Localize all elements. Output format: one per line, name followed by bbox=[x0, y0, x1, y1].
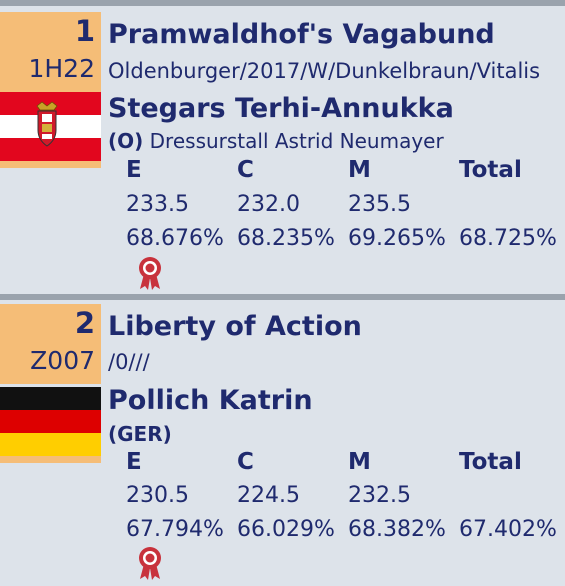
column-header-c: C bbox=[237, 157, 254, 183]
score-m: 235.5 bbox=[348, 192, 411, 217]
percent-total: 68.725% bbox=[459, 226, 557, 251]
percent-c: 66.029% bbox=[237, 517, 335, 542]
percent-m: 69.265% bbox=[348, 226, 446, 251]
percent-e: 67.794% bbox=[126, 517, 224, 542]
percent-e: 68.676% bbox=[126, 226, 224, 251]
column-header-e: E bbox=[126, 449, 142, 475]
top-divider bbox=[0, 0, 565, 6]
percent-total: 67.402% bbox=[459, 517, 557, 542]
column-header-total: Total bbox=[459, 449, 522, 475]
club-code: (GER) bbox=[108, 422, 172, 446]
horse-name[interactable]: Pramwaldhof's Vagabund bbox=[108, 19, 495, 50]
horse-info: /0/// bbox=[108, 350, 150, 374]
column-header-m: M bbox=[348, 157, 371, 183]
flag-underline bbox=[0, 161, 101, 168]
rosette-icon bbox=[139, 547, 161, 580]
club-code: (O) bbox=[108, 129, 144, 153]
rank-box: 1 1H22 bbox=[0, 12, 101, 92]
horse-id: Z007 bbox=[30, 346, 95, 375]
score-e: 233.5 bbox=[126, 192, 189, 217]
column-header-total: Total bbox=[459, 157, 522, 183]
score-c: 232.0 bbox=[237, 192, 300, 217]
rank-number: 2 bbox=[74, 306, 95, 340]
horse-info: Oldenburger/2017/W/Dunkelbraun/Vitalis bbox=[108, 59, 541, 83]
column-header-e: E bbox=[126, 157, 142, 183]
horse-id: 1H22 bbox=[28, 54, 95, 83]
rider-name[interactable]: Pollich Katrin bbox=[108, 385, 313, 416]
score-c: 224.5 bbox=[237, 483, 300, 508]
rank-number: 1 bbox=[74, 14, 95, 48]
club-info: (O) Dressurstall Astrid Neumayer bbox=[108, 129, 444, 153]
rank-box: 2 Z007 bbox=[0, 304, 101, 384]
percent-m: 68.382% bbox=[348, 517, 446, 542]
club-name: Dressurstall Astrid Neumayer bbox=[149, 129, 444, 153]
rosette-icon bbox=[139, 257, 161, 290]
flag-underline bbox=[0, 456, 101, 463]
horse-name[interactable]: Liberty of Action bbox=[108, 311, 362, 342]
score-e: 230.5 bbox=[126, 483, 189, 508]
austria-flag-with-crest-icon bbox=[0, 92, 101, 161]
club-info: (GER) bbox=[108, 422, 172, 446]
germany-flag-icon bbox=[0, 387, 101, 456]
rider-name[interactable]: Stegars Terhi-Annukka bbox=[108, 93, 454, 124]
score-m: 232.5 bbox=[348, 483, 411, 508]
column-header-c: C bbox=[237, 449, 254, 475]
column-header-m: M bbox=[348, 449, 371, 475]
percent-c: 68.235% bbox=[237, 226, 335, 251]
entry-divider bbox=[0, 294, 565, 300]
